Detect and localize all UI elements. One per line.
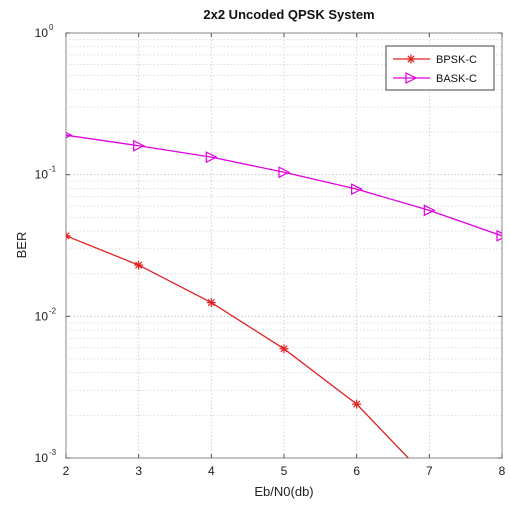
x-tick-label: 8 [499, 464, 506, 478]
series-layer [66, 132, 502, 458]
data-point [423, 204, 436, 217]
y-tick-label: 10 [35, 451, 49, 465]
legend-label: BPSK-C [436, 54, 477, 66]
y-axis-label: BER [14, 232, 29, 259]
legend-box [385, 45, 495, 91]
legend-marker [406, 54, 416, 64]
marker-stroke [207, 298, 215, 307]
x-tick-label: 5 [281, 464, 288, 478]
x-tick-label: 6 [353, 464, 360, 478]
data-point [133, 139, 146, 152]
y-tick-exponent: 0 [49, 23, 54, 32]
legend: BPSK-C BASK-C [385, 45, 495, 91]
x-tick-label: 4 [208, 464, 215, 478]
data-point [279, 344, 289, 354]
marker-stroke [135, 261, 143, 269]
data-point [206, 298, 216, 308]
data-point [134, 260, 144, 270]
chart-title: 2x2 Uncoded QPSK System [203, 7, 374, 22]
x-axis-ticks: 2 3 4 5 6 7 8 [63, 33, 506, 478]
series-bpsk-c [66, 231, 410, 458]
y-tick-exponent: -1 [49, 165, 57, 174]
legend-marker [405, 72, 418, 84]
data-point [352, 399, 362, 409]
y-tick-label: 10 [35, 26, 49, 40]
legend-label: BASK-C [436, 73, 477, 85]
x-axis-label: Eb/N0(db) [254, 484, 313, 499]
series-line [66, 235, 410, 458]
data-point [66, 231, 71, 241]
marker-stroke [66, 232, 70, 237]
data-point [205, 151, 218, 164]
marker-stroke [353, 400, 361, 408]
x-tick-label: 3 [135, 464, 142, 478]
series-line [66, 134, 502, 237]
y-tick-label: 10 [35, 168, 49, 182]
data-point [278, 166, 291, 179]
x-tick-label: 2 [63, 464, 70, 478]
data-point [351, 183, 364, 196]
marker-stroke [407, 55, 415, 63]
y-tick-label: 10 [35, 309, 49, 323]
data-point [496, 229, 502, 242]
y-tick-exponent: -2 [49, 306, 57, 315]
marker-stroke [280, 345, 288, 353]
y-tick-exponent: -3 [49, 448, 57, 457]
x-tick-label: 7 [426, 464, 433, 478]
series-bask-c [66, 132, 502, 242]
